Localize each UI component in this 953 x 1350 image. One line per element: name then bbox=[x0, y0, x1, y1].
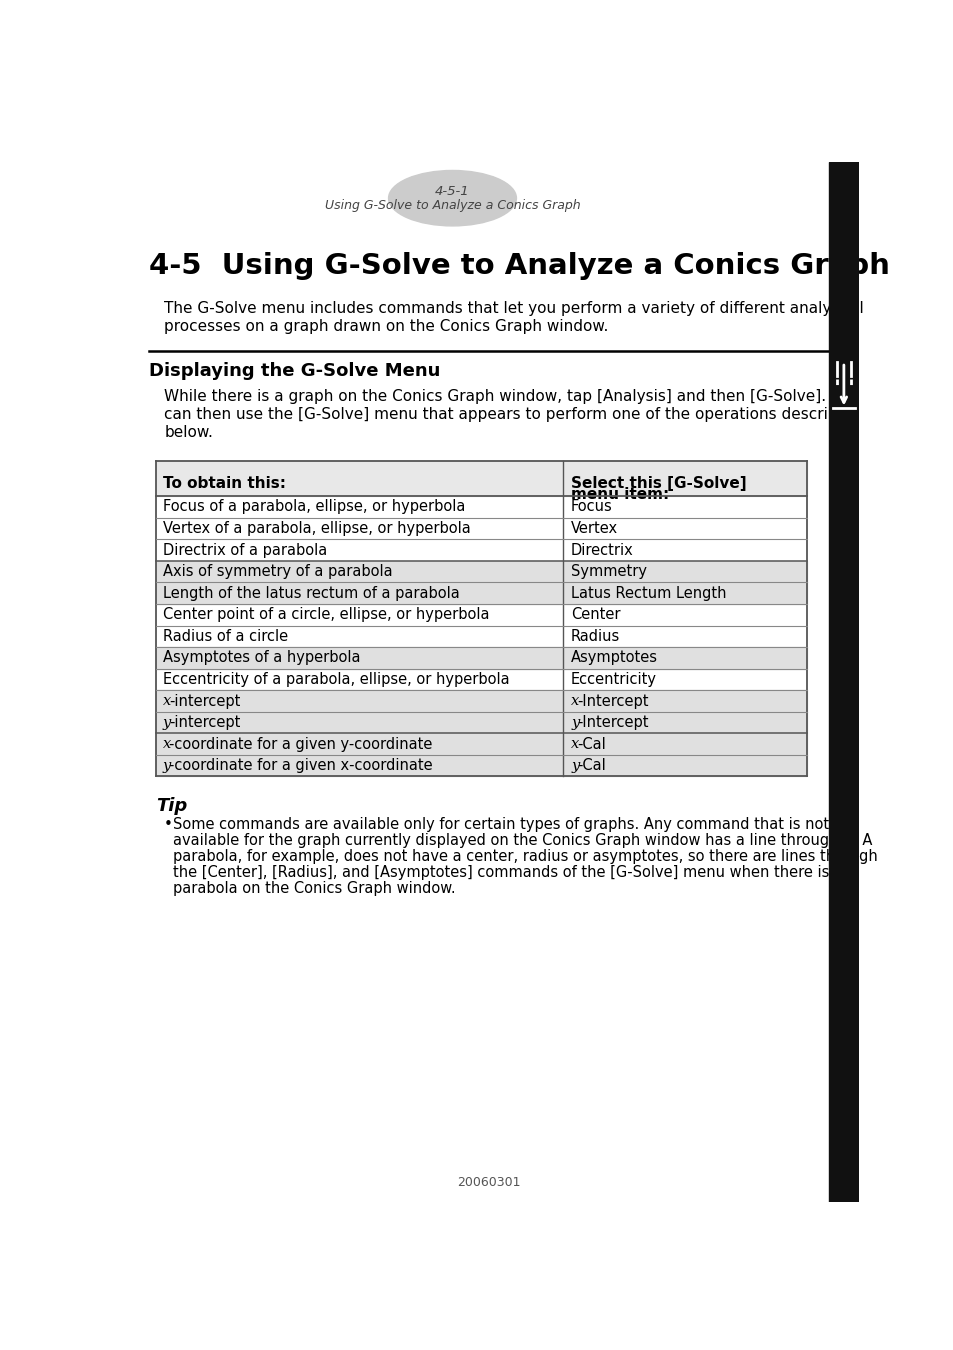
Text: The G-Solve menu includes commands that let you perform a variety of different a: The G-Solve menu includes commands that … bbox=[164, 301, 863, 316]
Text: Focus of a parabola, ellipse, or hyperbola: Focus of a parabola, ellipse, or hyperbo… bbox=[162, 500, 464, 514]
Text: Center point of a circle, ellipse, or hyperbola: Center point of a circle, ellipse, or hy… bbox=[162, 608, 489, 622]
Text: Radius of a circle: Radius of a circle bbox=[162, 629, 288, 644]
Text: Center: Center bbox=[571, 608, 619, 622]
Text: Vertex of a parabola, ellipse, or hyperbola: Vertex of a parabola, ellipse, or hyperb… bbox=[162, 521, 470, 536]
Text: -Intercept: -Intercept bbox=[577, 716, 648, 730]
Text: below.: below. bbox=[164, 425, 213, 440]
Text: Radius: Radius bbox=[571, 629, 619, 644]
Text: Using G-Solve to Analyze a Conics Graph: Using G-Solve to Analyze a Conics Graph bbox=[324, 200, 579, 212]
Text: parabola, for example, does not have a center, radius or asymptotes, so there ar: parabola, for example, does not have a c… bbox=[173, 849, 878, 864]
Text: 4-5  Using G-Solve to Analyze a Conics Graph: 4-5 Using G-Solve to Analyze a Conics Gr… bbox=[149, 252, 888, 279]
Text: Directrix of a parabola: Directrix of a parabola bbox=[162, 543, 327, 558]
Bar bbox=[828, 162, 858, 1202]
Text: -Cal: -Cal bbox=[577, 737, 605, 752]
Text: Latus Rectum Length: Latus Rectum Length bbox=[571, 586, 726, 601]
Text: -coordinate for a given y-coordinate: -coordinate for a given y-coordinate bbox=[169, 737, 432, 752]
Text: -Intercept: -Intercept bbox=[577, 694, 648, 709]
Bar bbox=[156, 690, 806, 711]
Bar bbox=[156, 733, 806, 755]
Text: 4-5-1: 4-5-1 bbox=[435, 185, 469, 197]
Text: y: y bbox=[571, 716, 578, 729]
Text: While there is a graph on the Conics Graph window, tap [Analysis] and then [G-So: While there is a graph on the Conics Gra… bbox=[164, 389, 857, 405]
Text: Axis of symmetry of a parabola: Axis of symmetry of a parabola bbox=[162, 564, 392, 579]
Text: 20060301: 20060301 bbox=[456, 1176, 520, 1189]
Text: x: x bbox=[571, 694, 578, 707]
Text: y: y bbox=[162, 759, 171, 772]
Text: y: y bbox=[162, 716, 171, 729]
Text: available for the graph currently displayed on the Conics Graph window has a lin: available for the graph currently displa… bbox=[173, 833, 872, 848]
Bar bbox=[156, 460, 806, 497]
Text: processes on a graph drawn on the Conics Graph window.: processes on a graph drawn on the Conics… bbox=[164, 319, 608, 333]
Bar bbox=[156, 755, 806, 776]
Text: •: • bbox=[164, 817, 172, 832]
Text: -coordinate for a given x-coordinate: -coordinate for a given x-coordinate bbox=[169, 759, 432, 774]
Text: x: x bbox=[162, 694, 171, 707]
Text: To obtain this:: To obtain this: bbox=[162, 475, 285, 490]
Text: -intercept: -intercept bbox=[169, 716, 240, 730]
Bar bbox=[156, 582, 806, 603]
Text: -intercept: -intercept bbox=[169, 694, 240, 709]
Text: the [Center], [Radius], and [Asymptotes] commands of the [G-Solve] menu when the: the [Center], [Radius], and [Asymptotes]… bbox=[173, 865, 842, 880]
Text: menu item:: menu item: bbox=[571, 487, 669, 502]
Text: Asymptotes: Asymptotes bbox=[571, 651, 658, 666]
Text: parabola on the Conics Graph window.: parabola on the Conics Graph window. bbox=[173, 882, 456, 896]
Text: Select this [G-Solve]: Select this [G-Solve] bbox=[571, 475, 746, 490]
Ellipse shape bbox=[388, 170, 516, 225]
Text: y: y bbox=[571, 759, 578, 772]
Text: Length of the latus rectum of a parabola: Length of the latus rectum of a parabola bbox=[162, 586, 459, 601]
Text: Eccentricity: Eccentricity bbox=[571, 672, 657, 687]
Text: Directrix: Directrix bbox=[571, 543, 633, 558]
Bar bbox=[156, 560, 806, 582]
Text: Some commands are available only for certain types of graphs. Any command that i: Some commands are available only for cer… bbox=[173, 817, 829, 832]
Bar bbox=[156, 711, 806, 733]
Text: Eccentricity of a parabola, ellipse, or hyperbola: Eccentricity of a parabola, ellipse, or … bbox=[162, 672, 509, 687]
Text: x: x bbox=[571, 737, 578, 751]
Bar bbox=[156, 647, 806, 668]
Text: Asymptotes of a hyperbola: Asymptotes of a hyperbola bbox=[162, 651, 360, 666]
Text: Focus: Focus bbox=[571, 500, 612, 514]
Text: x: x bbox=[162, 737, 171, 751]
Text: Displaying the G-Solve Menu: Displaying the G-Solve Menu bbox=[149, 362, 439, 381]
Text: can then use the [G-Solve] menu that appears to perform one of the operations de: can then use the [G-Solve] menu that app… bbox=[164, 408, 856, 423]
Text: Tip: Tip bbox=[156, 798, 188, 815]
Text: Symmetry: Symmetry bbox=[571, 564, 646, 579]
Text: -Cal: -Cal bbox=[577, 759, 605, 774]
Text: Vertex: Vertex bbox=[571, 521, 618, 536]
